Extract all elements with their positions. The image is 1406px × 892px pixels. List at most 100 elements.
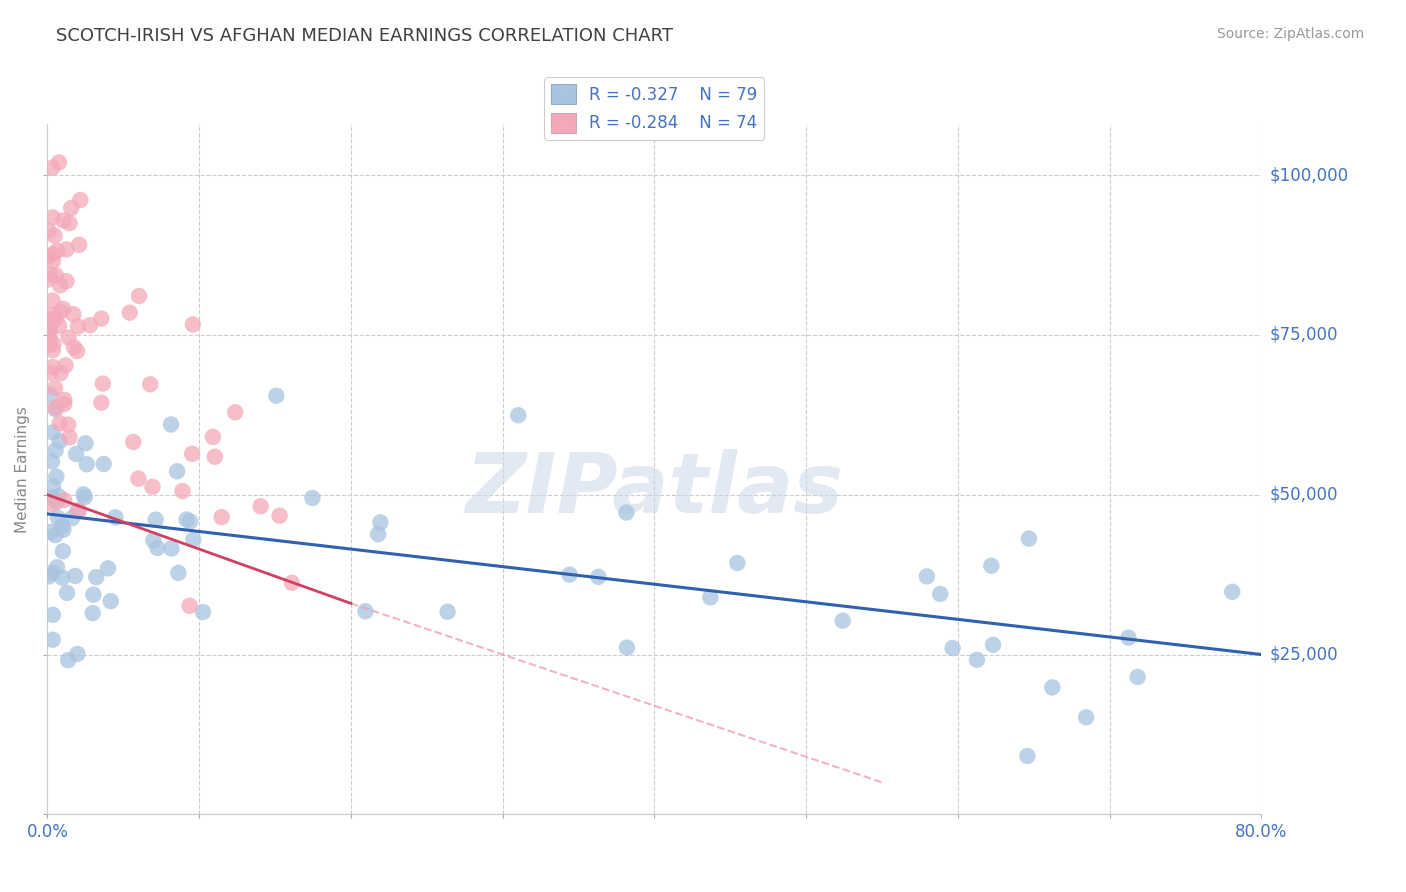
Text: ZIPatlas: ZIPatlas xyxy=(465,450,844,531)
Point xyxy=(48,155,70,169)
Point xyxy=(172,483,194,498)
Point xyxy=(58,430,80,444)
Point xyxy=(191,605,214,619)
Point xyxy=(55,274,77,288)
Point xyxy=(38,321,60,335)
Point xyxy=(93,457,115,471)
Point xyxy=(141,480,163,494)
Point xyxy=(63,569,86,583)
Point xyxy=(616,506,638,520)
Point xyxy=(79,318,101,333)
Point xyxy=(181,318,204,332)
Point xyxy=(52,544,75,558)
Point xyxy=(56,586,79,600)
Point xyxy=(699,591,721,605)
Point xyxy=(100,594,122,608)
Point xyxy=(56,417,79,432)
Point xyxy=(60,511,83,525)
Point xyxy=(66,344,89,359)
Text: Source: ZipAtlas.com: Source: ZipAtlas.com xyxy=(1216,27,1364,41)
Point xyxy=(224,405,246,419)
Point xyxy=(179,599,201,613)
Point xyxy=(45,443,67,458)
Point xyxy=(181,447,204,461)
Point xyxy=(58,216,80,230)
Point xyxy=(41,425,63,440)
Point xyxy=(142,533,165,548)
Text: $75,000: $75,000 xyxy=(1270,326,1339,344)
Point xyxy=(1074,710,1097,724)
Point xyxy=(55,359,77,373)
Point xyxy=(48,417,70,431)
Point xyxy=(41,491,63,505)
Point xyxy=(44,401,66,415)
Point xyxy=(831,614,853,628)
Point xyxy=(66,647,89,661)
Point xyxy=(72,487,94,501)
Point xyxy=(41,566,63,580)
Point xyxy=(82,588,104,602)
Point xyxy=(128,289,150,303)
Point xyxy=(39,388,62,402)
Point xyxy=(118,305,141,319)
Point xyxy=(370,516,392,530)
Point xyxy=(38,324,60,338)
Point xyxy=(122,434,145,449)
Point xyxy=(249,500,271,514)
Point xyxy=(37,250,59,264)
Point xyxy=(45,268,67,282)
Point xyxy=(84,570,107,584)
Point xyxy=(127,472,149,486)
Point xyxy=(354,604,377,618)
Point xyxy=(204,450,226,464)
Point xyxy=(367,527,389,541)
Point xyxy=(49,366,72,380)
Point xyxy=(53,493,76,508)
Point xyxy=(42,211,65,225)
Text: $50,000: $50,000 xyxy=(1270,486,1339,504)
Point xyxy=(1017,748,1039,763)
Point xyxy=(42,632,65,647)
Point xyxy=(91,376,114,391)
Point xyxy=(42,359,65,374)
Point xyxy=(56,653,79,667)
Point xyxy=(166,464,188,478)
Point xyxy=(42,343,65,357)
Point xyxy=(145,513,167,527)
Point xyxy=(62,340,84,354)
Point xyxy=(55,243,77,257)
Point xyxy=(281,575,304,590)
Point xyxy=(179,515,201,529)
Y-axis label: Median Earnings: Median Earnings xyxy=(15,406,30,533)
Point xyxy=(1220,584,1243,599)
Point xyxy=(75,436,97,450)
Point xyxy=(41,454,63,468)
Point xyxy=(67,503,90,517)
Point xyxy=(160,541,183,556)
Point xyxy=(38,569,60,583)
Point xyxy=(558,567,581,582)
Point xyxy=(44,381,66,395)
Point xyxy=(52,523,75,537)
Point xyxy=(66,503,89,517)
Point xyxy=(981,638,1004,652)
Point xyxy=(44,312,66,326)
Point xyxy=(58,330,80,344)
Point xyxy=(39,524,62,539)
Point xyxy=(82,606,104,620)
Point xyxy=(41,247,63,261)
Point xyxy=(104,510,127,524)
Point xyxy=(48,489,70,503)
Point xyxy=(39,316,62,330)
Point xyxy=(176,512,198,526)
Point xyxy=(41,497,63,511)
Point xyxy=(51,571,73,585)
Point xyxy=(44,228,66,243)
Point xyxy=(139,377,162,392)
Point xyxy=(588,570,610,584)
Point xyxy=(46,560,69,574)
Point xyxy=(1126,670,1149,684)
Point xyxy=(436,605,458,619)
Point xyxy=(942,641,965,656)
Point xyxy=(266,389,288,403)
